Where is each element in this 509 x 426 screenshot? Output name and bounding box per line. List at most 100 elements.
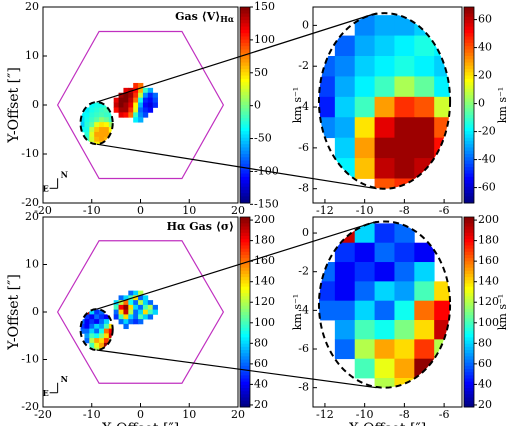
- map-cell: [142, 295, 149, 301]
- map: [318, 223, 451, 388]
- colorbar-segment: [240, 369, 250, 373]
- colorbar-segment: [464, 62, 474, 67]
- colorbar-segment: [464, 255, 474, 259]
- colorbar-segment: [240, 196, 250, 201]
- map-cell: [128, 87, 134, 94]
- colorbar-segment: [240, 82, 250, 86]
- map-cell: [128, 304, 134, 311]
- colorbar-segment: [240, 277, 250, 281]
- colorbar-segment: [240, 36, 250, 41]
- map-cell: [414, 281, 435, 302]
- map-cell: [118, 107, 124, 113]
- x-tick-label: -10: [356, 204, 374, 217]
- colorbar-segment: [464, 229, 474, 234]
- map-cell: [434, 300, 451, 321]
- map-cell: [394, 137, 415, 159]
- y-tick-label: -8: [298, 182, 309, 195]
- colorbar-tick-label: -20: [478, 125, 496, 138]
- colorbar-segment: [240, 144, 250, 148]
- map-cell: [94, 131, 100, 138]
- colorbar-segment: [464, 321, 474, 326]
- colorbar-segment: [240, 293, 250, 297]
- map-cell: [354, 320, 375, 340]
- map-cell: [374, 137, 395, 159]
- y-tick-label: -10: [21, 147, 39, 160]
- map-cell: [354, 15, 375, 36]
- map-cell: [374, 300, 395, 321]
- colorbar-segment: [240, 327, 250, 332]
- map-cell: [80, 328, 85, 334]
- x-tick-label: -6: [439, 204, 450, 217]
- colorbar-segment: [464, 49, 474, 54]
- colorbar-segment: [240, 321, 250, 326]
- map-cell: [138, 290, 144, 296]
- colorbar-segment: [464, 20, 474, 24]
- map-cell: [147, 304, 154, 311]
- map-cell: [152, 102, 158, 108]
- colorbar-frame: [463, 6, 475, 204]
- map-cell: [147, 314, 154, 320]
- colorbar-segment: [240, 39, 250, 44]
- map-cell: [103, 323, 110, 330]
- map-cell: [142, 309, 149, 315]
- colorbar-segment: [240, 62, 250, 67]
- colorbar-segment: [464, 65, 474, 70]
- colorbar-segment: [464, 375, 474, 379]
- colorbar-label: km s⁻¹: [496, 294, 509, 330]
- colorbar-tick-label: 60: [478, 357, 492, 370]
- colorbar-segment: [464, 391, 474, 395]
- map-cell: [434, 76, 451, 98]
- map-cell: [123, 314, 129, 320]
- colorbar-segment: [240, 258, 250, 262]
- colorbar-segment: [464, 131, 474, 135]
- map-cell: [133, 295, 139, 301]
- map-cell: [434, 96, 451, 118]
- map-cell: [99, 112, 105, 118]
- y-tick-label: 10: [25, 49, 39, 62]
- map-cell: [354, 358, 375, 379]
- colorbar-segment: [240, 337, 250, 341]
- map-cell: [394, 96, 415, 118]
- y-axis-label: Y-Offset [″]: [6, 67, 22, 144]
- x-tick-label: 10: [182, 408, 196, 421]
- map-cell: [394, 378, 415, 388]
- title-subscript: Hα: [220, 14, 234, 24]
- colorbar-segment: [240, 170, 250, 175]
- colorbar-segment: [240, 134, 250, 139]
- colorbar-segment: [464, 163, 474, 168]
- y-tick-label: -6: [298, 342, 309, 355]
- map-cell: [89, 131, 95, 138]
- colorbar-segment: [240, 359, 250, 364]
- colorbar-segment: [464, 331, 474, 335]
- colorbar-segment: [464, 26, 474, 31]
- zoom-map: [80, 102, 113, 145]
- panel-title: Hα Gas ⟨σ⟩: [167, 220, 234, 233]
- map-cell: [118, 92, 124, 99]
- map-cell: [138, 97, 144, 103]
- map-cell: [84, 333, 90, 339]
- map-cell: [142, 97, 149, 103]
- map-cell: [434, 56, 451, 77]
- map-cell: [318, 281, 336, 302]
- colorbar-segment: [240, 7, 250, 11]
- colorbar-tick-label: 80: [254, 336, 268, 349]
- x-axis-label: X-Offset [″]: [102, 421, 179, 426]
- map-cell: [128, 107, 134, 113]
- colorbar-segment: [240, 318, 250, 322]
- colorbar-tick-label: -40: [478, 153, 496, 166]
- colorbar-segment: [240, 78, 250, 83]
- map-cell: [142, 304, 149, 311]
- map-cell: [414, 137, 435, 159]
- map-cell: [108, 328, 113, 334]
- map-cell: [103, 319, 110, 325]
- map-cell: [94, 338, 100, 344]
- colorbar-segment: [240, 353, 250, 357]
- map-cell: [94, 141, 100, 145]
- map-cell: [354, 96, 375, 118]
- colorbar-segment: [464, 108, 474, 113]
- colorbar-segment: [240, 127, 250, 132]
- map-cell: [103, 112, 110, 118]
- colorbar-segment: [240, 131, 250, 135]
- colorbar-segment: [464, 78, 474, 83]
- map-cell: [103, 328, 110, 334]
